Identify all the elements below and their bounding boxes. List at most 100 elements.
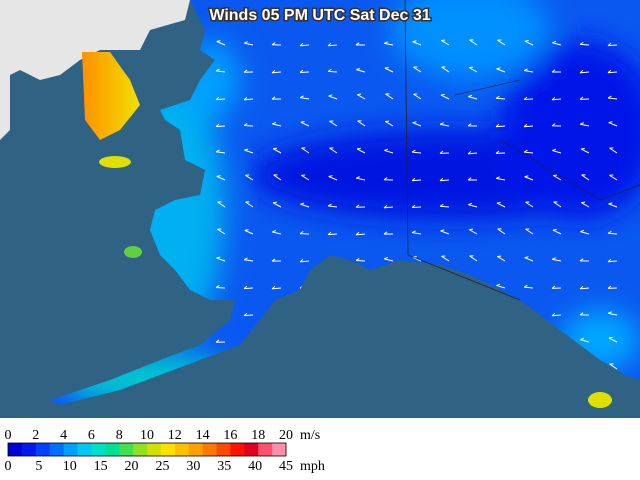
wind-arrow xyxy=(552,40,562,46)
wind-arrow xyxy=(383,231,394,235)
wind-arrow xyxy=(525,228,534,235)
wind-arrow xyxy=(327,203,338,208)
wind-arrow xyxy=(355,231,366,236)
wind-arrow xyxy=(497,39,506,46)
wind-arrow xyxy=(271,69,282,74)
colorbar-segment xyxy=(160,443,176,456)
wind-arrow xyxy=(384,148,394,154)
colorbar-segment xyxy=(188,443,204,456)
wind-arrow xyxy=(607,95,618,100)
wind-arrow xyxy=(495,176,506,181)
wind-arrow xyxy=(355,176,366,181)
wind-arrow xyxy=(299,69,310,74)
colorbar-tick-label: 18 xyxy=(251,428,265,443)
wind-arrow xyxy=(329,120,338,127)
wind-arrow xyxy=(579,41,590,46)
wind-arrow xyxy=(383,204,394,209)
wind-arrow xyxy=(383,41,394,46)
wind-arrow xyxy=(579,122,590,127)
wind-arrow xyxy=(245,174,254,181)
wind-arrow xyxy=(243,41,254,46)
wind-arrow xyxy=(300,121,310,127)
wind-arrow xyxy=(580,337,590,343)
unit-label: m/s xyxy=(300,428,320,443)
colorbar-tick-label: 0 xyxy=(5,428,12,443)
wind-arrow xyxy=(552,148,562,154)
wind-arrow xyxy=(299,42,310,47)
wind-arrow xyxy=(243,285,254,290)
colorbar-tick-label: 2 xyxy=(32,428,39,443)
colorbar-segment xyxy=(230,443,245,456)
wind-arrow xyxy=(271,285,282,290)
wind-arrow xyxy=(243,122,254,127)
wind-arrow xyxy=(439,177,450,182)
colorbar-segment xyxy=(91,443,106,456)
wind-arrow xyxy=(525,201,534,208)
wind-arrow xyxy=(439,203,450,208)
wind-arrow xyxy=(216,256,226,262)
wind-arrow xyxy=(580,229,590,235)
wind-arrow xyxy=(215,149,226,154)
wind-arrow xyxy=(609,174,618,181)
island xyxy=(99,156,131,168)
wind-arrow xyxy=(216,175,226,181)
wind-arrow xyxy=(271,42,282,46)
wind-arrow xyxy=(608,336,618,343)
colorbar-tick-label: 5 xyxy=(35,459,42,474)
wind-arrow xyxy=(272,230,282,235)
wind-arrow xyxy=(299,231,310,235)
wind-arrow xyxy=(467,150,478,155)
colorbar-tick-label: 35 xyxy=(217,459,231,474)
colorbar-segment xyxy=(272,443,287,456)
colorbar-segment xyxy=(216,443,231,456)
wind-arrow xyxy=(356,67,366,73)
wind-arrow xyxy=(495,123,506,128)
colorbar-segment xyxy=(63,443,78,456)
colorbar-segment xyxy=(35,443,51,456)
wind-arrow xyxy=(384,256,394,262)
wind-arrow xyxy=(496,283,506,289)
wind-arrow xyxy=(524,256,534,262)
colorbar-tick-label: 20 xyxy=(125,459,139,474)
wind-arrow xyxy=(552,174,562,181)
wind-arrow xyxy=(495,95,506,100)
wind-arrow xyxy=(581,174,590,181)
wind-arrow xyxy=(607,42,618,47)
wind-arrow xyxy=(215,68,226,73)
colorbar-tick-label: 45 xyxy=(279,459,293,474)
wind-arrow xyxy=(243,69,254,73)
wind-arrow xyxy=(271,96,282,100)
colorbar-segment xyxy=(105,443,120,456)
wind-arrow xyxy=(579,312,590,316)
colorbar-segment xyxy=(174,443,190,456)
wind-arrow xyxy=(215,339,226,343)
wind-arrow xyxy=(384,66,394,73)
colorbar-tick-label: 0 xyxy=(5,459,12,474)
wind-arrow xyxy=(299,258,310,263)
wind-arrow xyxy=(607,311,618,316)
unit-label: mph xyxy=(300,459,325,474)
border xyxy=(404,0,521,301)
wind-arrow xyxy=(301,147,310,154)
wind-arrow xyxy=(439,122,450,127)
colorbar-frame xyxy=(7,442,287,457)
wind-arrow xyxy=(468,202,478,208)
wind-arrow xyxy=(272,121,282,127)
wind-arrow xyxy=(523,123,534,128)
colorbar-tick-label: 14 xyxy=(196,428,210,443)
colorbar-tick-label: 20 xyxy=(279,428,293,443)
colorbar-tick-label: 6 xyxy=(88,428,95,443)
wind-arrow xyxy=(496,67,506,73)
colorbar-tick-label: 30 xyxy=(186,459,200,474)
colorbar-segment xyxy=(77,443,92,456)
wind-arrow xyxy=(440,39,450,46)
wind-arrow xyxy=(524,175,534,181)
wind-arrow xyxy=(608,202,618,208)
wind-arrow xyxy=(328,175,338,181)
wind-arrow xyxy=(609,363,618,370)
map-title: Winds 05 PM UTC Sat Dec 31 xyxy=(209,7,430,24)
colorbar-tick-label: 4 xyxy=(60,428,67,443)
wind-arrow xyxy=(523,96,534,101)
colorbar-tick-label: 12 xyxy=(168,428,182,443)
